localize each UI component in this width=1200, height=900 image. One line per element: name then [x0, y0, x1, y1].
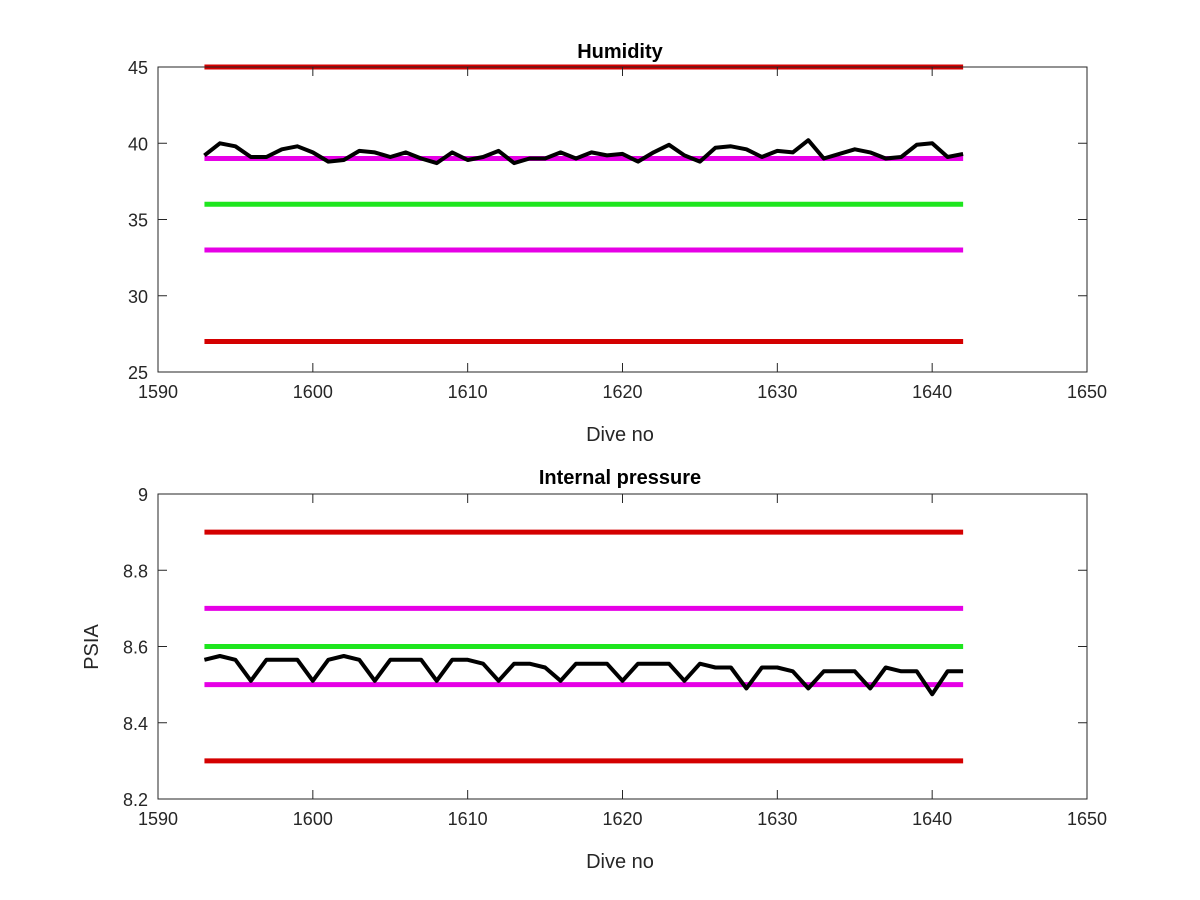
x-tick-label: 1620: [602, 809, 642, 829]
x-axis-label: Dive no: [586, 424, 654, 446]
x-tick-label: 1630: [757, 382, 797, 402]
y-tick-label: 35: [128, 211, 148, 231]
internal-pressure-chart: Internal pressure 1590 1600 1610 1620 1630 16…: [81, 467, 1107, 873]
x-tick-label: 1600: [293, 382, 333, 402]
y-tick-label: 30: [128, 287, 148, 307]
x-tick-label: 1640: [912, 809, 952, 829]
x-tick-label: 1610: [448, 382, 488, 402]
y-tick-label: 8.4: [123, 714, 148, 734]
y-tick-label: 25: [128, 363, 148, 383]
data-series-line: [203, 654, 964, 697]
x-tick-label: 1650: [1067, 382, 1107, 402]
y-axis-label: PSIA: [81, 624, 103, 670]
y-tick-label: 8.8: [123, 561, 148, 581]
ticks: 1590 1600 1610 1620 1630 1640 1650 8.2 8.4 8.6 8.8…: [123, 485, 1107, 829]
x-axis-label: Dive no: [586, 851, 654, 873]
chart-title: Internal pressure: [539, 467, 701, 489]
chart-title: Humidity: [577, 41, 663, 63]
ticks: 1590 1600 1610 1620 1630 1640 1650 25 30 35 40 45: [128, 58, 1107, 402]
y-tick-label: 40: [128, 134, 148, 154]
y-tick-label: 9: [138, 485, 148, 505]
y-tick-label: 45: [128, 58, 148, 78]
x-tick-label: 1590: [138, 809, 178, 829]
x-tick-label: 1650: [1067, 809, 1107, 829]
x-tick-label: 1640: [912, 382, 952, 402]
x-tick-label: 1610: [448, 809, 488, 829]
x-tick-label: 1620: [602, 382, 642, 402]
y-tick-label: 8.2: [123, 790, 148, 810]
x-tick-label: 1590: [138, 382, 178, 402]
x-tick-label: 1630: [757, 809, 797, 829]
humidity-chart: Humidity 1590 1600 1610 1620 1630 1640 1650 25 3…: [128, 41, 1107, 446]
y-tick-label: 8.6: [123, 638, 148, 658]
data-series-line: [203, 138, 964, 166]
x-tick-label: 1600: [293, 809, 333, 829]
plot-lines: [203, 529, 964, 764]
